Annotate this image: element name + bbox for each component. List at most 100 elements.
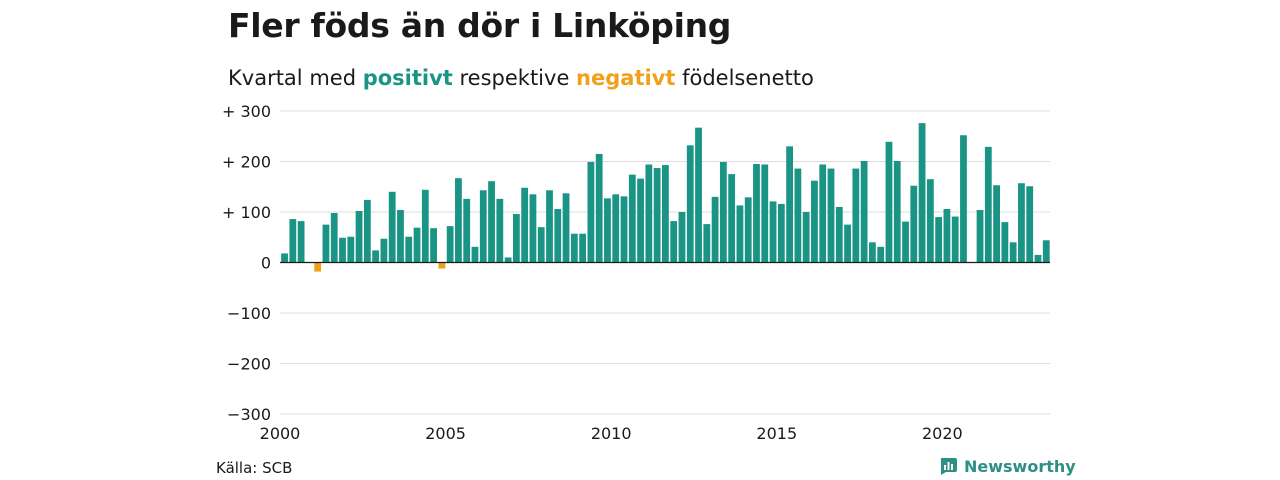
bar <box>488 181 495 263</box>
bar <box>587 162 595 263</box>
bar <box>860 160 868 263</box>
bar <box>281 253 288 263</box>
bar <box>1018 183 1025 263</box>
bar <box>297 221 305 263</box>
bar <box>612 194 620 263</box>
bar <box>512 214 520 263</box>
bar <box>463 198 471 263</box>
bar <box>686 145 694 263</box>
bar <box>728 174 736 263</box>
brand: Newsworthy <box>938 456 1076 476</box>
y-tick-label: −100 <box>227 304 271 323</box>
bar <box>827 168 835 263</box>
x-tick-label: 2015 <box>756 424 797 443</box>
bar <box>951 216 959 263</box>
bar <box>918 123 926 263</box>
bar <box>943 208 951 263</box>
bar <box>339 237 346 263</box>
bar <box>562 193 570 263</box>
subtitle-middle: respektive <box>452 66 577 90</box>
bar <box>736 205 744 263</box>
bar <box>579 233 587 263</box>
bar <box>471 246 479 263</box>
bar <box>935 217 943 263</box>
source-note: Källa: SCB <box>216 459 293 477</box>
bar <box>537 227 545 263</box>
bar <box>363 199 371 263</box>
bar <box>446 226 454 263</box>
bar <box>620 196 628 263</box>
bar <box>885 141 893 263</box>
bar <box>844 224 851 263</box>
y-tick-label: + 100 <box>222 203 271 222</box>
bar <box>984 146 992 263</box>
x-tick-label: 2000 <box>260 424 301 443</box>
y-axis-labels: + 300 + 200 + 100 0 −100 −200 −300 <box>222 102 271 424</box>
bar <box>289 219 297 263</box>
subtitle-negative: negativt <box>576 66 676 90</box>
bar <box>835 206 843 263</box>
bar <box>330 213 338 263</box>
bar <box>811 180 818 263</box>
bar <box>388 191 396 263</box>
bar <box>1009 242 1017 263</box>
bar <box>869 242 876 263</box>
bar <box>786 146 794 263</box>
bar <box>504 257 512 263</box>
bar <box>993 185 1000 263</box>
x-tick-label: 2010 <box>591 424 632 443</box>
bar <box>645 164 653 263</box>
bar <box>761 164 769 263</box>
x-tick-label: 2020 <box>922 424 963 443</box>
bar <box>529 194 537 263</box>
bar <box>703 224 711 263</box>
bar <box>670 221 678 263</box>
bar <box>653 168 661 263</box>
bar <box>355 210 363 263</box>
bar <box>678 212 686 263</box>
bar <box>893 160 901 263</box>
bar <box>521 187 529 263</box>
bar <box>554 208 562 263</box>
bar <box>902 221 909 263</box>
bar <box>455 178 462 263</box>
bar <box>380 238 388 263</box>
bar <box>1034 254 1042 263</box>
bar <box>595 153 603 263</box>
y-tick-label: + 300 <box>222 102 271 121</box>
bar <box>662 165 669 263</box>
bar <box>744 197 752 263</box>
bar <box>719 162 727 263</box>
chart-subtitle: Kvartal med positivt respektive negativt… <box>228 66 814 90</box>
bar <box>637 178 644 263</box>
bar <box>976 209 984 263</box>
subtitle-positive: positivt <box>362 66 453 90</box>
bars <box>280 123 1050 272</box>
bar <box>496 198 504 263</box>
bar <box>1042 240 1050 263</box>
bar <box>405 236 413 263</box>
bar <box>628 174 636 263</box>
bar <box>546 190 553 263</box>
y-tick-label: 0 <box>261 254 271 273</box>
y-tick-label: + 200 <box>222 153 271 172</box>
bar <box>347 236 355 263</box>
bar <box>695 127 702 263</box>
bar <box>753 164 760 263</box>
x-tick-label: 2005 <box>425 424 466 443</box>
y-tick-label: −300 <box>227 405 271 424</box>
subtitle-suffix: födelsenetto <box>675 66 814 90</box>
bar <box>570 233 578 263</box>
bar <box>777 203 785 263</box>
bar <box>397 209 404 263</box>
bar <box>322 224 330 263</box>
bar <box>1001 222 1009 263</box>
bar <box>877 246 885 263</box>
bar <box>430 228 437 263</box>
bar <box>1026 186 1034 263</box>
bar <box>314 262 322 272</box>
bar <box>438 262 446 269</box>
bar <box>852 168 860 263</box>
bar <box>413 227 421 263</box>
